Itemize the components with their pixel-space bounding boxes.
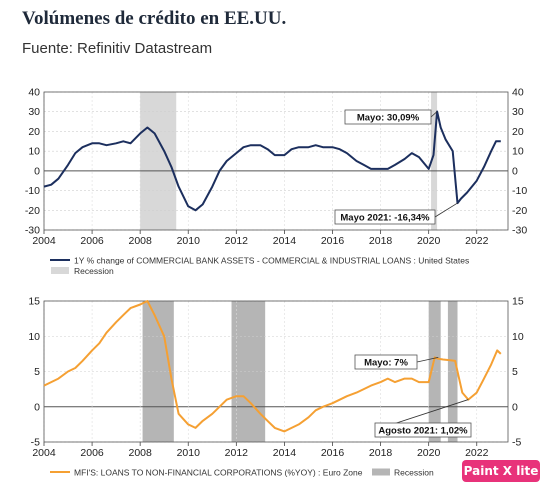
watermark-badge[interactable]: Paint X lite	[462, 460, 540, 482]
plot-frame	[43, 300, 509, 443]
legend-recession-label: Recession	[74, 266, 114, 276]
x-tick-label: 2006	[80, 447, 104, 459]
y-tick-label-right: 10	[512, 331, 524, 343]
y-tick-label-left: -20	[25, 205, 40, 217]
annotation-box	[354, 354, 418, 370]
annotation-box	[344, 109, 432, 125]
y-tick-label-left: -5	[31, 437, 40, 449]
legend-swatch-recession	[51, 267, 69, 274]
recession-band	[431, 92, 438, 230]
y-tick-label-right: 20	[512, 126, 524, 138]
y-tick-label-left: -30	[25, 225, 40, 237]
y-tick-label-right: 0	[512, 165, 518, 177]
x-tick-label: 2012	[225, 447, 249, 459]
chart-source: Fuente: Refinitiv Datastream	[22, 40, 213, 57]
x-tick-label: 2018	[369, 447, 393, 459]
x-tick-label: 2006	[80, 235, 104, 247]
legend-recession-label: Recession	[394, 468, 434, 478]
x-tick-label: 2016	[321, 447, 345, 459]
series-line	[43, 300, 502, 433]
annotation-leader	[416, 357, 439, 363]
annotation-label: Mayo: 30,09%	[357, 113, 420, 124]
legend-series-label: MFI'S: LOANS TO NON-FINANCIAL CORPORATIO…	[74, 468, 363, 478]
x-tick-label: 2018	[369, 235, 393, 247]
series-line	[43, 110, 501, 212]
x-tick-label: 2004	[32, 447, 56, 459]
x-tick-label: 2014	[273, 447, 297, 459]
y-tick-label-right: -20	[512, 205, 527, 217]
annotation-box	[334, 209, 436, 225]
chart-panel-2: -5 -5 0 0 5 5 10 10 15 15 2004 2006 2008 2010 2012 2014…	[28, 296, 524, 478]
x-tick-label: 2014	[273, 235, 297, 247]
y-tick-label-left: 10	[28, 146, 40, 158]
x-tick-label: 2010	[177, 447, 201, 459]
annotation-label: Mayo: 7%	[364, 358, 408, 369]
y-tick-label-right: 40	[512, 87, 524, 99]
y-tick-label-left: -10	[25, 185, 40, 197]
y-tick-label-right: 30	[512, 106, 524, 118]
y-tick-label-right: 15	[512, 296, 524, 308]
x-tick-label: 2010	[177, 235, 201, 247]
x-tick-label: 2022	[465, 447, 489, 459]
x-tick-label: 2022	[465, 235, 489, 247]
annotation-leader	[430, 111, 438, 118]
x-tick-label: 2020	[417, 447, 441, 459]
legend-series-label: 1Y % change of COMMERCIAL BANK ASSETS - …	[74, 256, 469, 266]
annotation-leader	[434, 202, 458, 218]
y-tick-label-right: -10	[512, 185, 527, 197]
y-tick-label-left: 0	[34, 165, 40, 177]
chart-title: Volúmenes de crédito en EE.UU.	[22, 8, 287, 29]
x-tick-label: 2020	[417, 235, 441, 247]
y-tick-label-left: 40	[28, 87, 40, 99]
y-tick-label-right: 0	[512, 401, 518, 413]
y-tick-label-left: 15	[28, 296, 40, 308]
y-tick-label-left: 20	[28, 126, 40, 138]
plot-frame	[43, 91, 509, 231]
y-tick-label-left: 30	[28, 106, 40, 118]
legend-swatch-recession	[372, 468, 390, 476]
y-tick-label-left: 0	[34, 401, 40, 413]
y-tick-label-right: 5	[512, 366, 518, 378]
x-tick-label: 2008	[128, 447, 152, 459]
x-tick-label: 2012	[225, 235, 249, 247]
y-tick-label-left: 5	[34, 366, 40, 378]
annotation-label: Mayo 2021: -16,34%	[340, 213, 430, 224]
annotation-box	[374, 422, 472, 438]
x-tick-label: 2008	[128, 235, 152, 247]
y-tick-label-right: -5	[512, 437, 521, 449]
y-tick-label-right: -30	[512, 225, 527, 237]
x-tick-label: 2016	[321, 235, 345, 247]
x-tick-label: 2004	[32, 235, 56, 247]
recession-band	[140, 92, 177, 230]
y-tick-label-left: 10	[28, 331, 40, 343]
y-tick-label-right: 10	[512, 146, 524, 158]
annotation-label: Agosto 2021: 1,02%	[378, 426, 468, 437]
